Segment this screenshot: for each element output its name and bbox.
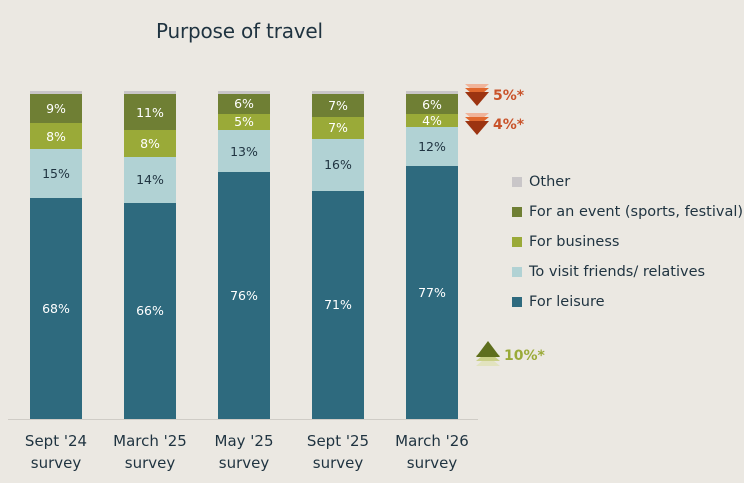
arrow-down-icon <box>465 113 489 137</box>
chart-title: Purpose of travel <box>156 19 323 43</box>
x-axis-label: Sept '25 survey <box>288 430 388 474</box>
data-label: 15% <box>42 166 70 182</box>
legend-label: To visit friends/ relatives <box>529 264 706 280</box>
bar-segment-to-visit-friends-relatives: 14% <box>124 156 176 203</box>
data-label: 13% <box>230 143 258 159</box>
data-label: 14% <box>136 172 164 188</box>
bar-segment-for-an-event-sports-festival: 7% <box>312 94 364 117</box>
bar-segment-for-an-event-sports-festival: 9% <box>30 94 82 124</box>
data-label: 4% <box>422 113 442 129</box>
x-axis-label-line: Sept '24 <box>24 432 88 450</box>
data-label: 8% <box>46 128 66 144</box>
bar-segment-to-visit-friends-relatives: 13% <box>218 129 270 173</box>
change-value: 4%* <box>493 117 525 133</box>
data-label: 9% <box>46 101 66 117</box>
bar-segment-for-leisure: 66% <box>124 202 176 419</box>
data-label: 12% <box>418 139 446 155</box>
bar-segment-to-visit-friends-relatives: 16% <box>312 139 364 191</box>
legend-item: Other <box>512 172 570 192</box>
data-label: 71% <box>324 297 352 313</box>
x-axis-label: March '26 survey <box>382 430 482 474</box>
data-label: 66% <box>136 303 164 319</box>
x-axis-label: March '25 survey <box>100 430 200 474</box>
x-axis-label-line: survey <box>30 454 82 472</box>
legend-item: For an event (sports, festival) <box>512 202 743 222</box>
legend-item: For leisure <box>512 292 605 312</box>
change-indicator-up: 10%* <box>476 341 545 371</box>
change-indicator-down: 5%* <box>465 84 524 108</box>
bar-segment-for-business: 4% <box>406 113 458 129</box>
bar-segment-to-visit-friends-relatives: 12% <box>406 127 458 167</box>
x-axis-baseline <box>8 419 478 420</box>
x-axis-label-line: Sept '25 <box>306 432 370 450</box>
data-label: 6% <box>234 96 254 112</box>
bar-segment-other <box>406 91 458 95</box>
legend-item: To visit friends/ relatives <box>512 262 705 282</box>
bar-segment-for-business: 5% <box>218 113 270 130</box>
data-label: 68% <box>42 301 70 317</box>
bar-segment-for-leisure: 71% <box>312 190 364 419</box>
legend-swatch-icon <box>512 297 522 307</box>
arrow-down-icon <box>465 84 489 108</box>
arrow-up-icon <box>476 341 500 371</box>
change-indicator-down: 4%* <box>465 113 524 137</box>
x-axis-label-line: March '26 <box>395 432 469 450</box>
legend-swatch-icon <box>512 207 522 217</box>
bar-segment-other <box>312 91 364 95</box>
change-value: 10%* <box>504 348 545 364</box>
x-axis-label-line: survey <box>124 454 176 472</box>
x-axis-label-line: survey <box>406 454 458 472</box>
data-label: 76% <box>230 288 258 304</box>
x-axis-label-line: March '25 <box>113 432 187 450</box>
data-label: 7% <box>328 97 348 113</box>
bar-segment-for-leisure: 77% <box>406 166 458 419</box>
x-axis-label: Sept '24 survey <box>6 430 106 474</box>
legend-label: For leisure <box>529 294 605 310</box>
data-label: 11% <box>136 104 164 120</box>
bar-segment-other <box>30 91 82 95</box>
bar-segment-other <box>124 91 176 95</box>
bar-segment-for-leisure: 76% <box>218 172 270 419</box>
legend-label: For business <box>529 234 620 250</box>
legend-swatch-icon <box>512 177 522 187</box>
bar-segment-for-leisure: 68% <box>30 198 82 419</box>
x-axis-label-line: survey <box>218 454 270 472</box>
bar-segment-for-business: 8% <box>124 130 176 157</box>
x-axis-label-line: May '25 <box>214 432 274 450</box>
bar-segment-for-business: 7% <box>312 116 364 140</box>
bar-segment-other <box>218 91 270 95</box>
legend-label: Other <box>529 174 571 190</box>
data-label: 7% <box>328 120 348 136</box>
data-label: 16% <box>324 157 352 173</box>
bar-segment-for-business: 8% <box>30 123 82 150</box>
legend-item: For business <box>512 232 619 252</box>
data-label: 77% <box>418 285 446 301</box>
bar-segment-for-an-event-sports-festival: 6% <box>218 94 270 114</box>
legend-swatch-icon <box>512 237 522 247</box>
data-label: 6% <box>422 96 442 112</box>
data-label: 8% <box>140 135 160 151</box>
bar-segment-for-an-event-sports-festival: 11% <box>124 94 176 131</box>
x-axis-label-line: survey <box>312 454 364 472</box>
change-value: 5%* <box>493 88 525 104</box>
legend-label: For an event (sports, festival) <box>529 204 744 220</box>
bar-segment-for-an-event-sports-festival: 6% <box>406 94 458 114</box>
legend-swatch-icon <box>512 267 522 277</box>
bar-segment-to-visit-friends-relatives: 15% <box>30 149 82 199</box>
x-axis-label: May '25 survey <box>194 430 294 474</box>
data-label: 5% <box>234 114 254 130</box>
